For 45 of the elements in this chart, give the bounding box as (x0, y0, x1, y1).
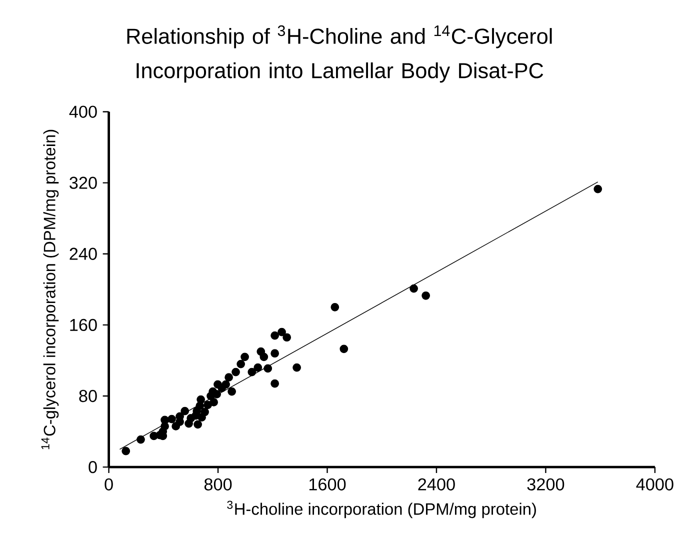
point (422, 291, 430, 300)
point (122, 446, 130, 456)
point (270, 349, 280, 358)
x-tick-label: 3200 (527, 478, 564, 490)
point (254, 363, 262, 372)
chart-title: Relationship of $^{3}$H-Choline and $^{14}$C-Glycerol Incorporation into Lamellar Body Disat-PC (127, 25, 552, 83)
y-tick-label: 160 (70, 318, 97, 332)
point (264, 364, 272, 373)
point (210, 398, 218, 406)
point (282, 333, 292, 342)
x-tick-label: 1600 (309, 478, 346, 490)
point (340, 344, 348, 354)
x-axis-title: $^{3}$H-choline incorporation (DPM/mg protein) (227, 500, 536, 518)
y-axis-title: $^{14}$C-glycerol incorporation (DPM/mg protein) (41, 130, 59, 450)
point (330, 302, 340, 312)
point (256, 347, 266, 356)
x-tick-label: 0 (104, 478, 113, 490)
y-tick-label: 240 (70, 248, 97, 260)
x-tick-label: 4000 (636, 478, 674, 490)
point (240, 352, 249, 362)
point (236, 360, 246, 368)
point (232, 368, 240, 376)
point (270, 379, 280, 388)
point (270, 331, 280, 340)
y-tick-label: 80 (79, 390, 97, 402)
point (248, 368, 256, 376)
y-tick-label: 0 (88, 460, 97, 474)
point (594, 184, 602, 194)
point (278, 328, 286, 336)
point (194, 420, 202, 429)
y-tick-label: 400 (69, 106, 97, 118)
point (160, 416, 169, 424)
point (196, 395, 206, 404)
x-tick-label: 2400 (418, 478, 455, 490)
y-tick-label: 320 (70, 176, 97, 189)
point (292, 363, 301, 372)
point (180, 406, 190, 416)
point (224, 373, 233, 382)
point (410, 284, 418, 293)
point (168, 414, 176, 424)
point (200, 408, 209, 416)
point (228, 387, 236, 396)
point (136, 435, 145, 444)
x-tick-label: 800 (204, 478, 232, 490)
point (222, 380, 230, 389)
